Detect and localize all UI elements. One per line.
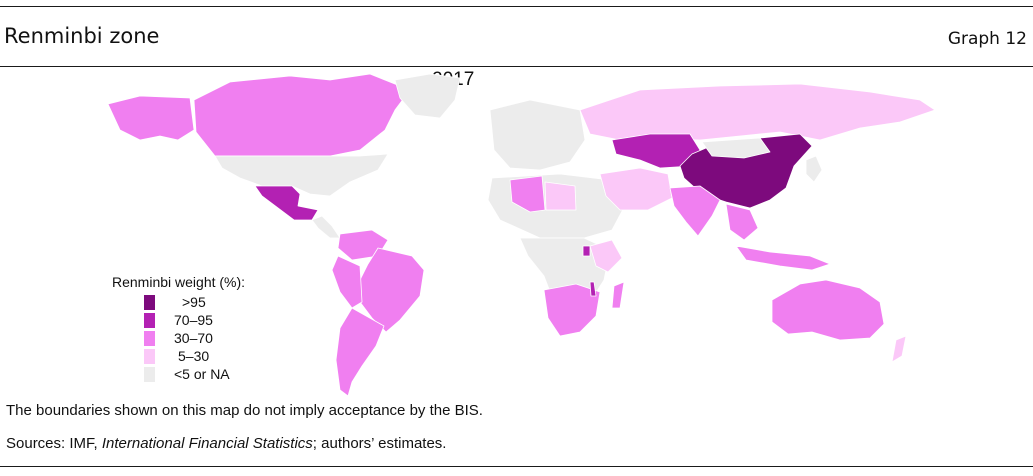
legend-swatch	[144, 367, 155, 382]
legend-swatch	[144, 331, 155, 346]
region-southern-africa	[543, 283, 601, 337]
region-brazil	[359, 247, 425, 333]
legend-label: 70–95	[174, 312, 213, 328]
legend-label: >95	[182, 294, 206, 310]
graph-number: Graph 12	[947, 29, 1027, 49]
region-malawi	[589, 281, 597, 297]
region-india	[669, 185, 721, 237]
region-europe	[489, 99, 586, 171]
region-russia	[579, 83, 936, 141]
legend-item: <5 or NA	[112, 366, 245, 384]
region-japan	[805, 155, 823, 183]
region-australia	[771, 279, 885, 341]
page-title: Renminbi zone	[4, 24, 160, 48]
region-mongolia	[701, 137, 771, 159]
region-madagascar	[611, 281, 625, 309]
region-alaska	[107, 95, 195, 141]
legend-item: 70–95	[112, 312, 245, 330]
region-algeria	[509, 175, 546, 213]
region-central-america	[311, 215, 341, 239]
region-canada	[193, 73, 411, 157]
legend-swatch	[144, 295, 155, 310]
world-map	[107, 73, 936, 397]
legend-label: <5 or NA	[174, 366, 230, 382]
map-disclaimer: The boundaries shown on this map do not …	[6, 402, 483, 419]
bottom-rule	[0, 466, 1033, 467]
region-uganda	[582, 245, 591, 257]
legend-swatch	[144, 349, 155, 364]
region-argentina	[335, 307, 385, 397]
sources-publication: International Financial Statistics	[101, 435, 313, 452]
region-libya	[544, 181, 577, 211]
legend-label: 5–30	[178, 348, 210, 364]
legend-title: Renminbi weight (%):	[112, 274, 246, 290]
legend-swatch	[144, 313, 155, 328]
region-mexico	[254, 185, 319, 221]
sources-suffix: ; authors’ estimates.	[312, 435, 447, 452]
map-legend: Renminbi weight (%): >95 70–95 30–70 5–3…	[112, 274, 245, 384]
region-east-africa	[589, 239, 623, 273]
region-indonesia	[735, 245, 831, 271]
region-new-zealand	[891, 335, 907, 363]
region-middle-east	[599, 167, 673, 211]
legend-item: 5–30	[112, 348, 245, 366]
sources-prefix: Sources: IMF,	[6, 435, 102, 452]
legend-item: >95	[112, 294, 245, 312]
region-greenland	[394, 73, 461, 119]
legend-item: 30–70	[112, 330, 245, 348]
region-southeast-asia	[725, 203, 759, 241]
header-rule	[0, 66, 1033, 67]
sources-note: Sources: IMF, International Financial St…	[6, 435, 446, 452]
region-united-states	[214, 153, 389, 197]
top-rule	[0, 6, 1033, 7]
legend-label: 30–70	[174, 330, 213, 346]
region-peru	[331, 255, 363, 309]
